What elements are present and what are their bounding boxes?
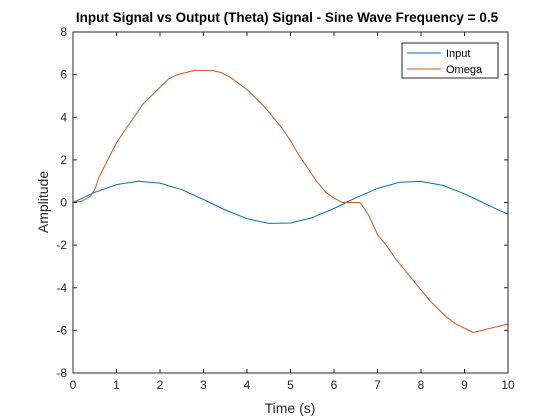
tick-layer: 0 1 2 3 4 5 6 7 8 9 10 -8 -6 -4 -2 0 2 4 6 8 [56, 25, 515, 392]
legend-box [401, 42, 499, 79]
plot-area [73, 32, 508, 373]
y-tick-label: 8 [60, 25, 67, 39]
legend-label-omega: Omega [446, 64, 483, 76]
series-layer [72, 69, 509, 333]
x-tick-label: 5 [287, 378, 294, 392]
chart-title: Input Signal vs Output (Theta) Signal - … [76, 10, 499, 25]
x-tick-label: 6 [331, 378, 338, 392]
y-tick-label: -2 [56, 238, 67, 252]
series-line-input [72, 180, 509, 224]
y-tick-label: 6 [60, 68, 67, 82]
series-line-omega [72, 69, 509, 333]
y-tick-label: -6 [56, 323, 67, 337]
x-tick-label: 0 [70, 378, 77, 392]
legend-label-input: Input [446, 48, 470, 60]
x-tick-label: 3 [200, 378, 207, 392]
y-tick-label: 2 [60, 153, 67, 167]
y-tick-label: 4 [60, 110, 67, 124]
x-tick-label: 10 [501, 378, 515, 392]
plot-background [73, 32, 508, 373]
x-tick-label: 7 [374, 378, 381, 392]
x-tick-label: 8 [418, 378, 425, 392]
x-axis-label: Time (s) [265, 400, 316, 416]
y-tick-label: -4 [56, 281, 67, 295]
x-tick-label: 4 [244, 378, 251, 392]
y-tick-label: -8 [56, 366, 67, 380]
x-tick-label: 1 [113, 378, 120, 392]
legend: Input Omega [401, 42, 499, 79]
y-axis-label: Amplitude [35, 171, 51, 233]
x-tick-label: 2 [157, 378, 164, 392]
x-tick-label: 9 [461, 378, 468, 392]
y-tick-label: 0 [60, 196, 67, 210]
